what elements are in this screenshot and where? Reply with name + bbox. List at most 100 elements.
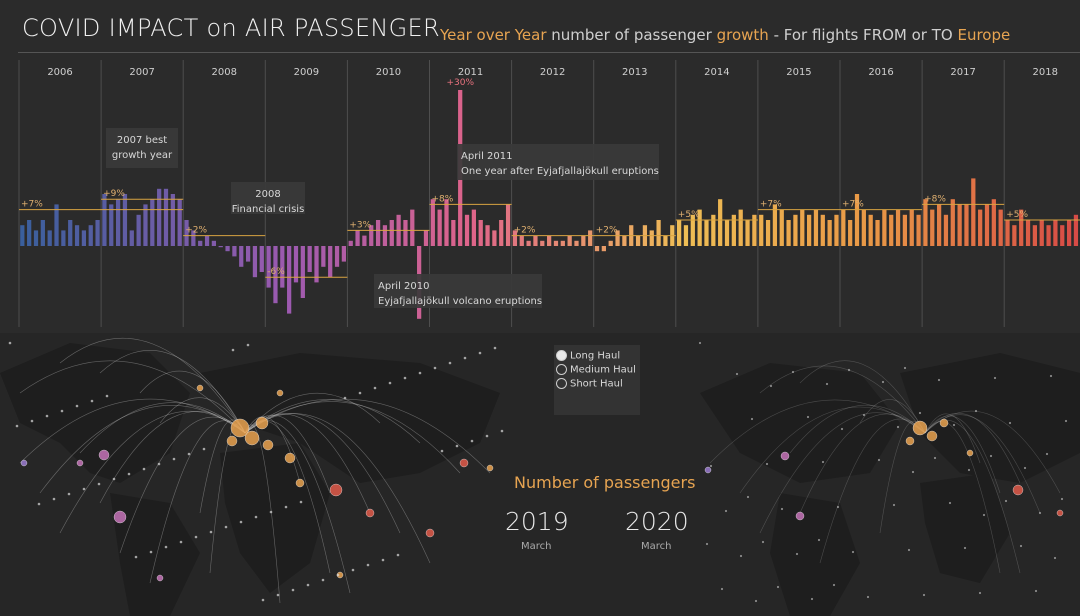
bar	[157, 188, 162, 246]
bar	[991, 199, 996, 246]
average-label: +2%	[596, 226, 618, 236]
flight-route	[19, 360, 246, 434]
flight-route	[819, 418, 926, 564]
bar	[389, 220, 394, 246]
airport-point	[836, 505, 840, 509]
bar	[793, 214, 798, 246]
bar	[300, 246, 305, 298]
airport-point	[463, 356, 467, 360]
year-label: 2006	[47, 67, 72, 78]
flight-route	[244, 413, 431, 564]
airport-point	[746, 495, 750, 499]
airport-point	[1004, 499, 1008, 503]
bar	[20, 225, 25, 246]
airport-point	[418, 371, 422, 375]
bar	[451, 220, 456, 246]
airport-point	[892, 503, 896, 507]
bar	[95, 220, 100, 246]
airport-point	[306, 583, 310, 587]
bar	[61, 230, 66, 246]
airport-point	[8, 341, 12, 345]
airport-point	[67, 492, 71, 496]
airport-point	[821, 460, 825, 464]
bar	[553, 240, 559, 246]
airport-marker	[156, 574, 164, 582]
airport-point	[698, 341, 702, 345]
airport-point	[881, 380, 885, 384]
annotation-text: growth year	[112, 150, 173, 161]
airport-point	[862, 413, 866, 417]
average-label: +7%	[842, 200, 864, 210]
airport-point	[179, 540, 183, 544]
airport-point	[840, 427, 844, 431]
legend-medium-haul[interactable]: Medium Haul	[556, 364, 636, 376]
flight-route	[139, 370, 246, 434]
year-label: 2014	[704, 67, 729, 78]
bar	[109, 204, 114, 246]
flight-route	[244, 399, 421, 444]
bar	[677, 220, 682, 246]
airport-point	[1064, 419, 1068, 423]
bar	[772, 204, 778, 246]
bar	[978, 209, 983, 246]
bar	[765, 220, 771, 246]
average-label: +2%	[514, 226, 536, 236]
bar	[341, 246, 346, 262]
airport-point	[720, 587, 724, 591]
legend-short-haul[interactable]: Short Haul	[556, 378, 623, 390]
airport-point	[396, 553, 400, 557]
bar	[547, 235, 552, 246]
airport-marker	[912, 420, 928, 436]
airport-point	[1008, 421, 1012, 425]
bar	[211, 240, 217, 246]
bar	[74, 225, 80, 246]
legend-long-haul[interactable]: Long Haul	[556, 350, 620, 362]
bar	[841, 209, 846, 246]
bar	[779, 209, 784, 246]
bar	[1046, 225, 1051, 246]
airport-point	[164, 545, 168, 549]
airport-point	[1038, 511, 1042, 515]
bar	[998, 209, 1003, 246]
bar	[191, 230, 196, 246]
flight-route	[244, 420, 331, 574]
airport-point	[866, 595, 870, 599]
airport-point	[261, 598, 265, 602]
airport-marker	[939, 418, 949, 428]
bar	[848, 220, 853, 246]
passengers-label: Number of passengers	[514, 473, 696, 492]
bar	[47, 230, 52, 246]
average-label: +5%	[678, 210, 700, 220]
bar	[355, 230, 360, 246]
flight-route	[759, 365, 926, 434]
bar	[581, 235, 586, 246]
airport-point	[224, 525, 228, 529]
bar	[430, 199, 435, 246]
airport-point	[911, 470, 915, 474]
bar	[444, 199, 449, 246]
airport-point	[1049, 374, 1053, 378]
map-section: Long Haul Medium Haul Short Haul Number …	[0, 333, 1080, 616]
subtitle-part-1: Year over Year	[440, 26, 547, 44]
bar	[259, 246, 264, 272]
bar	[649, 230, 654, 246]
bar	[499, 220, 504, 246]
bar	[943, 214, 949, 246]
bar	[519, 235, 524, 246]
bar	[745, 220, 750, 246]
flight-route	[924, 413, 981, 464]
flight-route	[244, 398, 491, 474]
bar	[752, 214, 757, 246]
airport-point	[373, 386, 377, 390]
airport-marker	[196, 384, 204, 392]
bar	[724, 220, 730, 246]
bar	[1032, 225, 1038, 246]
airport-point	[791, 370, 795, 374]
annotation-text: 2008	[255, 189, 280, 200]
airport-point	[172, 457, 176, 461]
subtitle-part-2: number of passenger	[546, 26, 717, 44]
year-label: 2009	[294, 67, 319, 78]
airport-point	[907, 548, 911, 552]
bar	[827, 220, 832, 246]
annotation-box	[457, 144, 659, 180]
